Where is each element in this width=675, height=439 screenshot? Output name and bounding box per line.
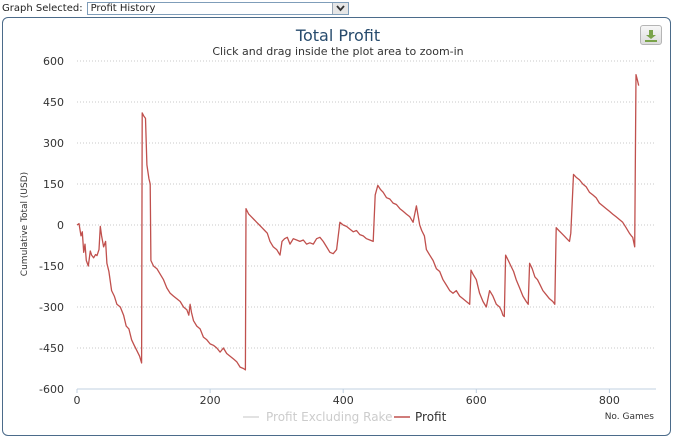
y-tick-label: -450 [39,342,64,355]
graph-selected-label: Graph Selected: [2,2,83,14]
graph-selector-bar: Graph Selected: Profit History [0,0,675,16]
y-tick-label: -600 [39,383,64,396]
y-tick-label: 150 [43,178,64,191]
x-tick-label: 600 [466,394,487,407]
chart-title: Total Profit [295,26,380,45]
x-axis-title: No. Games [605,412,655,422]
graph-select-dropdown[interactable]: Profit History [86,1,349,15]
graph-select-value: Profit History [90,2,156,14]
x-tick-label: 800 [599,394,620,407]
legend-item-1[interactable]: Profit [415,410,447,424]
x-axis-ticks: 0 200 400 600 800 [74,389,620,407]
legend[interactable]: Profit Excluding Rake Profit [243,410,447,424]
chevron-down-icon[interactable] [331,2,348,14]
series-line-1 [76,74,640,371]
x-tick-label: 200 [200,394,221,407]
series-group [76,74,640,371]
y-tick-label: 300 [43,137,64,150]
y-tick-label: 450 [43,96,64,109]
y-axis-title: Cumulative Total (USD) [20,172,30,276]
y-tick-label: -150 [39,260,64,273]
y-tick-label: 600 [43,55,64,68]
x-tick-label: 400 [333,394,354,407]
download-button[interactable] [640,25,662,45]
x-tick-label: 0 [74,394,81,407]
y-tick-label: 0 [57,219,64,232]
chart-subtitle: Click and drag inside the plot area to z… [212,45,463,58]
y-tick-label: -300 [39,301,64,314]
chart-panel [2,17,671,436]
download-icon [645,29,657,42]
y-gridlines [77,60,656,390]
y-axis-ticks: -600 -450 -300 -150 0 150 300 450 600 [39,55,64,396]
legend-item-0[interactable]: Profit Excluding Rake [266,410,392,424]
